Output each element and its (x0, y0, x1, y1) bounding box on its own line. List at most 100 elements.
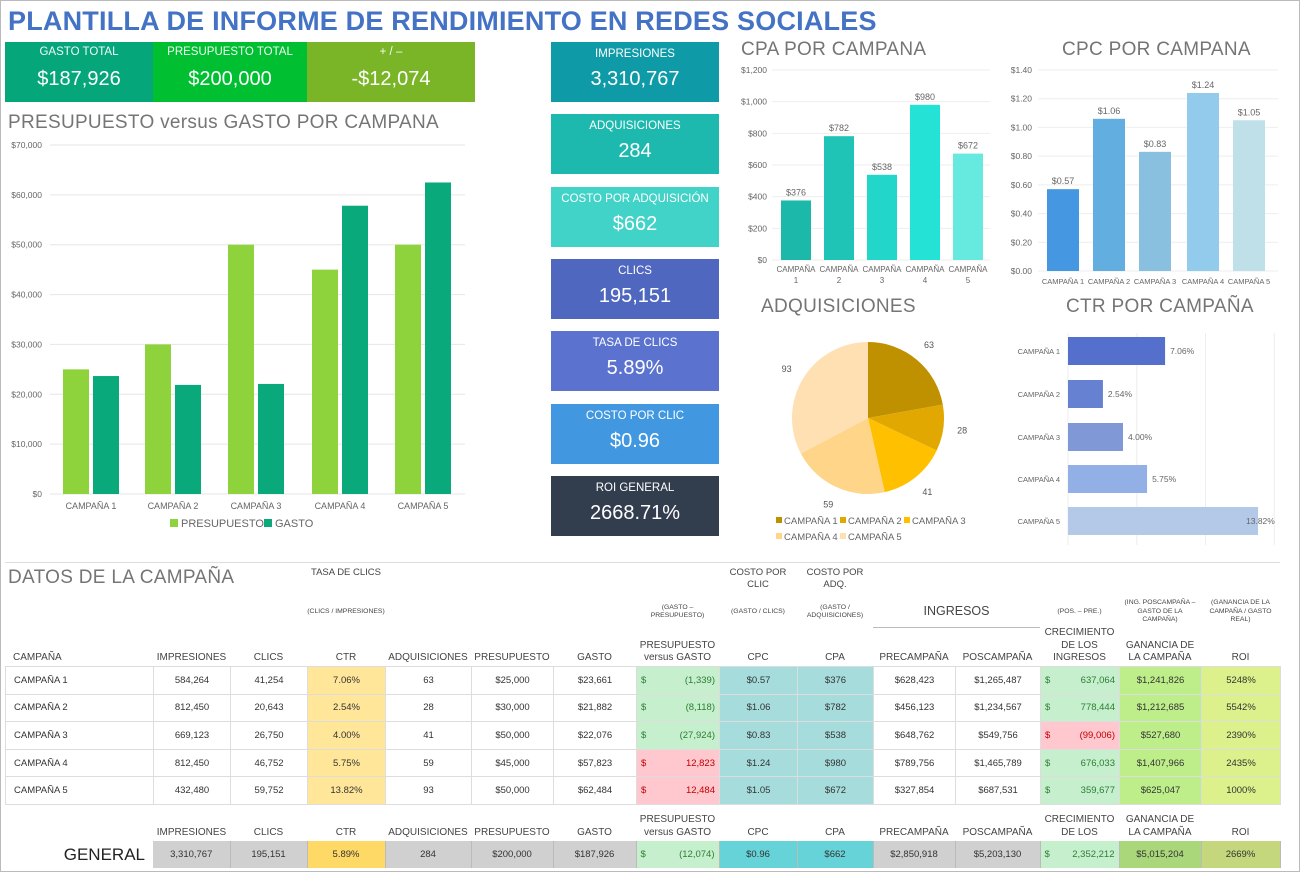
cell-pre-campaign[interactable]: $648,762 (873, 721, 956, 750)
cell-spend[interactable]: $21,882 (553, 693, 637, 723)
column-header-cpa[interactable]: CPA (825, 652, 845, 663)
column-header-budget-vs-spend[interactable]: PRESUPUESTO versus GASTO (639, 639, 716, 664)
cell-revenue-growth[interactable]: $778,444 (1040, 693, 1120, 723)
cell-campaign-profit[interactable]: $1,241,826 (1119, 666, 1202, 695)
cell-cpa[interactable]: $538 (797, 721, 874, 750)
cell-impressions[interactable]: 812,450 (153, 693, 231, 723)
column-header-campaign[interactable]: CAMPAÑA (13, 652, 62, 663)
cell-campaign[interactable]: CAMPAÑA 2 (5, 693, 154, 723)
cell-spend[interactable]: $57,823 (553, 748, 637, 778)
cell-pre-campaign[interactable]: $327,854 (873, 776, 956, 805)
cell-cpa[interactable]: $980 (797, 748, 874, 778)
cell-cpc[interactable]: $0.57 (719, 666, 798, 695)
cell-acquisitions[interactable]: 59 (385, 748, 472, 778)
cell-ctr[interactable]: 13.82% (307, 776, 386, 805)
column-header-budget[interactable]: PRESUPUESTO (474, 652, 550, 663)
column-header-spend[interactable]: GASTO (577, 652, 612, 663)
cell-pre-campaign[interactable]: $628,423 (873, 666, 956, 695)
cell-cpc[interactable]: $0.83 (719, 721, 798, 750)
cell-roi[interactable]: 2390% (1201, 721, 1281, 750)
cell-roi[interactable]: 2669% (1201, 841, 1281, 868)
cell-budget-vs-spend[interactable]: $12,823 (636, 748, 720, 778)
cell-campaign[interactable]: CAMPAÑA 3 (5, 721, 154, 750)
cell-campaign-profit[interactable]: $5,015,204 (1119, 841, 1202, 868)
cell-revenue-growth[interactable]: $2,352,212 (1040, 841, 1120, 868)
cell-cpa[interactable]: $376 (797, 666, 874, 695)
cell-acquisitions[interactable]: 63 (385, 666, 472, 695)
cell-ctr[interactable]: 2.54% (307, 693, 386, 723)
column-header-roi[interactable]: ROI (1231, 652, 1250, 663)
cell-roi[interactable]: 1000% (1201, 776, 1281, 805)
column-header-revenue-growth[interactable]: CRECIMIENTO DE LOS INGRESOS (1044, 627, 1115, 663)
cell-spend[interactable]: $22,076 (553, 721, 637, 750)
cell-budget-vs-spend[interactable]: $ (1,339) (636, 666, 720, 695)
cell-ctr[interactable]: 5.89% (307, 841, 386, 868)
cell-post-campaign[interactable]: $1,465,789 (955, 748, 1041, 778)
cell-ctr[interactable]: 5.75% (307, 748, 386, 778)
column-header-pre-campaign[interactable]: PRECAMPAÑA (879, 652, 949, 663)
cell-revenue-growth[interactable]: $359,677 (1040, 776, 1120, 805)
cell-impressions[interactable]: 812,450 (153, 748, 231, 778)
cell-impressions[interactable]: 432,480 (153, 776, 231, 805)
cell-acquisitions[interactable]: 28 (385, 693, 472, 723)
cell-clicks[interactable]: 59,752 (230, 776, 308, 805)
cell-campaign[interactable]: CAMPAÑA 4 (5, 748, 154, 778)
cell-clicks[interactable]: 26,750 (230, 721, 308, 750)
cell-spend[interactable]: $187,926 (553, 841, 637, 868)
cell-post-campaign[interactable]: $1,265,487 (955, 666, 1041, 695)
cell-ctr[interactable]: 4.00% (307, 721, 386, 750)
column-header-ctr[interactable]: CTR (335, 652, 357, 663)
cell-acquisitions[interactable]: 41 (385, 721, 472, 750)
cell-acquisitions[interactable]: 93 (385, 776, 472, 805)
column-header-impressions[interactable]: IMPRESIONES (156, 652, 227, 663)
cell-revenue-growth[interactable]: $ (99,006) (1040, 721, 1120, 750)
cell-clicks[interactable]: 41,254 (230, 666, 308, 695)
cell-roi[interactable]: 5248% (1201, 666, 1281, 695)
cell-budget[interactable]: $50,000 (471, 721, 554, 750)
cell-ctr[interactable]: 7.06% (307, 666, 386, 695)
column-header-clicks[interactable]: CLICS (253, 652, 284, 663)
cell-clicks[interactable]: 46,752 (230, 748, 308, 778)
cell-budget[interactable]: $45,000 (471, 748, 554, 778)
cell-post-campaign[interactable]: $5,203,130 (955, 841, 1041, 868)
cell-campaign-profit[interactable]: $1,212,685 (1119, 693, 1202, 723)
cell-post-campaign[interactable]: $687,531 (955, 776, 1041, 805)
cell-spend[interactable]: $23,661 (553, 666, 637, 695)
cell-revenue-growth[interactable]: $676,033 (1040, 748, 1120, 778)
cell-pre-campaign[interactable]: $2,850,918 (873, 841, 956, 868)
cell-cpc[interactable]: $1.06 (719, 693, 798, 723)
cell-cpa[interactable]: $662 (797, 841, 874, 868)
cell-campaign[interactable]: CAMPAÑA 5 (5, 776, 154, 805)
cell-cpc[interactable]: $1.05 (719, 776, 798, 805)
cell-acquisitions[interactable]: 284 (385, 841, 472, 868)
cell-pre-campaign[interactable]: $456,123 (873, 693, 956, 723)
cell-budget-vs-spend[interactable]: $12,484 (636, 776, 720, 805)
cell-clicks[interactable]: 195,151 (230, 841, 308, 868)
cell-impressions[interactable]: 669,123 (153, 721, 231, 750)
cell-cpc[interactable]: $0.96 (719, 841, 798, 868)
column-header-acquisitions[interactable]: ADQUISICIONES (388, 652, 468, 663)
cell-budget-vs-spend[interactable]: $ (8,118) (636, 693, 720, 723)
cell-roi[interactable]: 5542% (1201, 693, 1281, 723)
cell-campaign-profit[interactable]: $527,680 (1119, 721, 1202, 750)
cell-budget[interactable]: $30,000 (471, 693, 554, 723)
cell-budget[interactable]: $25,000 (471, 666, 554, 695)
column-header-cpc[interactable]: CPC (747, 652, 769, 663)
cell-post-campaign[interactable]: $549,756 (955, 721, 1041, 750)
cell-impressions[interactable]: 3,310,767 (153, 841, 231, 868)
cell-revenue-growth[interactable]: $637,064 (1040, 666, 1120, 695)
cell-cpa[interactable]: $782 (797, 693, 874, 723)
cell-campaign[interactable]: CAMPAÑA 1 (5, 666, 154, 695)
cell-campaign-profit[interactable]: $1,407,966 (1119, 748, 1202, 778)
column-header-campaign-profit[interactable]: GANANCIA DE LA CAMPAÑA (1125, 639, 1195, 664)
cell-cpa[interactable]: $672 (797, 776, 874, 805)
cell-budget-vs-spend[interactable]: $ (27,924) (636, 721, 720, 750)
cell-spend[interactable]: $62,484 (553, 776, 637, 805)
cell-clicks[interactable]: 20,643 (230, 693, 308, 723)
cell-campaign-profit[interactable]: $625,047 (1119, 776, 1202, 805)
column-header-post-campaign[interactable]: POSCAMPAÑA (962, 652, 1033, 663)
cell-impressions[interactable]: 584,264 (153, 666, 231, 695)
cell-post-campaign[interactable]: $1,234,567 (955, 693, 1041, 723)
cell-pre-campaign[interactable]: $789,756 (873, 748, 956, 778)
cell-roi[interactable]: 2435% (1201, 748, 1281, 778)
